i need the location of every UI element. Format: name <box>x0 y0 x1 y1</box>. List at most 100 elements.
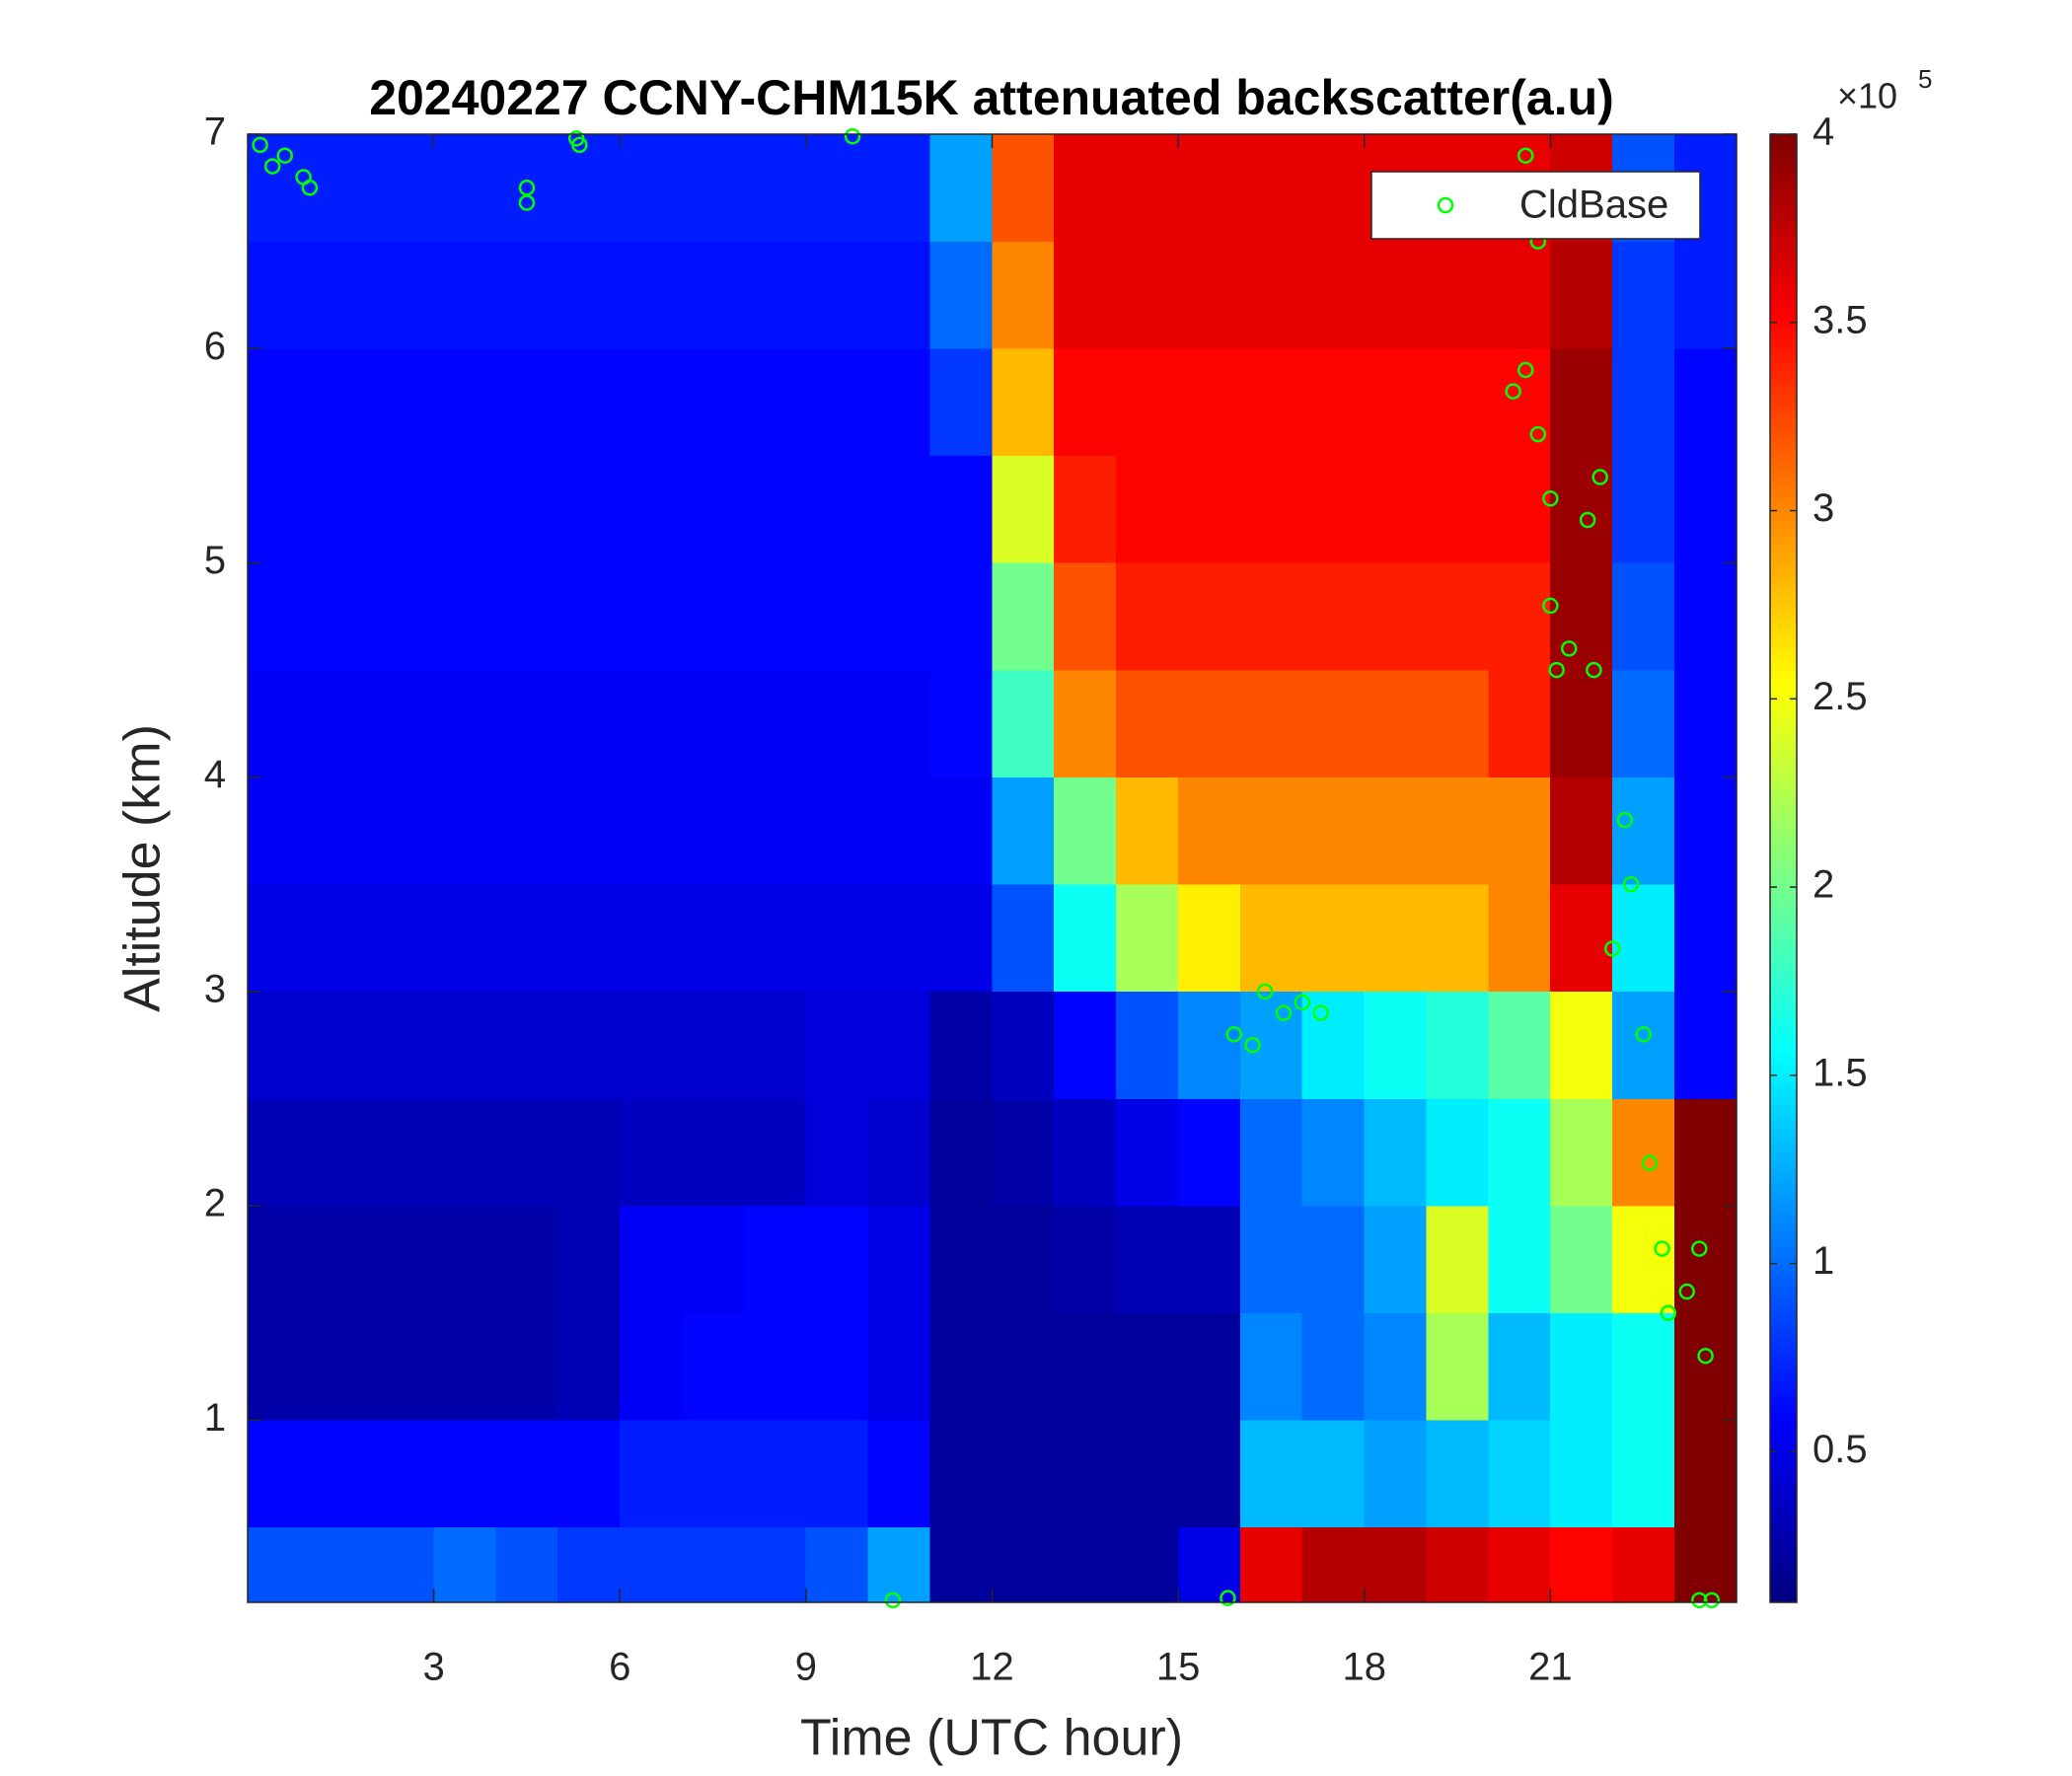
heatmap-cell <box>1054 455 1117 563</box>
x-tick-label: 6 <box>609 1646 630 1689</box>
heatmap-cell <box>620 347 683 457</box>
colorbar-tick-label: 3.5 <box>1813 298 1868 341</box>
heatmap-cell <box>557 1312 621 1421</box>
heatmap-cell <box>1550 1098 1613 1207</box>
heatmap-cell <box>433 133 496 242</box>
heatmap-cell <box>929 1526 993 1603</box>
heatmap-cell <box>992 991 1055 1099</box>
heatmap-cell <box>929 1312 993 1421</box>
heatmap-cell <box>929 669 993 777</box>
heatmap-cell <box>1612 241 1675 349</box>
heatmap-cell <box>1673 562 1738 671</box>
cloud-base-point <box>1660 1304 1677 1321</box>
heatmap-cell <box>1612 562 1675 671</box>
heatmap-cell <box>681 133 745 242</box>
heatmap-cell <box>309 347 372 457</box>
heatmap-cell <box>1488 777 1551 885</box>
heatmap-cell <box>1488 562 1551 671</box>
heatmap-cell <box>1612 884 1675 993</box>
heatmap-cell <box>247 1205 311 1313</box>
colorbar-tick-label: 1 <box>1813 1239 1834 1283</box>
cloud-base-point <box>1275 1004 1293 1021</box>
heatmap <box>247 133 1738 1603</box>
heatmap-cell <box>1116 1526 1179 1603</box>
heatmap-cell <box>620 241 683 349</box>
heatmap-cell <box>495 777 558 885</box>
heatmap-cell <box>867 884 930 993</box>
heatmap-cell <box>1116 1098 1179 1207</box>
heatmap-cell <box>1177 884 1241 993</box>
heatmap-cell <box>1054 1205 1117 1313</box>
x-tick-label: 15 <box>1156 1646 1201 1689</box>
cloud-base-point <box>1312 1004 1329 1021</box>
heatmap-cell <box>1301 1205 1365 1313</box>
heatmap-cell <box>992 1312 1055 1421</box>
heatmap-cell <box>1239 347 1303 457</box>
heatmap-cell <box>1239 991 1303 1099</box>
cloud-base-point <box>1560 640 1578 657</box>
heatmap-cell <box>371 1312 434 1421</box>
heatmap-cell <box>867 133 930 242</box>
colorbar-multiplier: ×10 <box>1837 76 1897 116</box>
cloud-base-point <box>844 127 861 145</box>
heatmap-cell <box>371 669 434 777</box>
heatmap-cell <box>1239 1205 1303 1313</box>
heatmap-cell <box>867 1205 930 1313</box>
cloud-base-point <box>1517 147 1534 164</box>
heatmap-cell <box>1488 1312 1551 1421</box>
x-tick-label: 21 <box>1528 1646 1573 1689</box>
heatmap-cell <box>371 1098 434 1207</box>
heatmap-cell <box>681 884 745 993</box>
heatmap-cell <box>805 1420 868 1528</box>
heatmap-cell <box>929 1205 993 1313</box>
heatmap-cell <box>620 1526 683 1603</box>
heatmap-cell <box>433 1098 496 1207</box>
heatmap-cell <box>371 884 434 993</box>
heatmap-cell <box>992 884 1055 993</box>
x-tick-label: 12 <box>970 1646 1014 1689</box>
heatmap-cell <box>1612 669 1675 777</box>
heatmap-cell <box>1054 241 1117 349</box>
colorbar-tick-label: 1.5 <box>1813 1051 1868 1094</box>
heatmap-cell <box>1364 347 1427 457</box>
heatmap-cell <box>1116 991 1179 1099</box>
heatmap-cell <box>433 562 496 671</box>
heatmap-cell <box>1054 669 1117 777</box>
heatmap-cell <box>1426 241 1489 349</box>
cloud-base-point <box>1654 1240 1670 1257</box>
heatmap-cell <box>495 133 558 242</box>
heatmap-cell <box>309 884 372 993</box>
heatmap-cell <box>247 1312 311 1421</box>
heatmap-cell <box>495 347 558 457</box>
heatmap-cell <box>371 1526 434 1603</box>
heatmap-cell <box>1301 884 1365 993</box>
heatmap-cell <box>681 777 745 885</box>
heatmap-cell <box>1239 884 1303 993</box>
cloud-base-point <box>1591 469 1608 485</box>
heatmap-cell <box>867 1312 930 1421</box>
heatmap-cell <box>1239 1526 1303 1603</box>
heatmap-cell <box>1054 133 1117 242</box>
x-tick-label: 18 <box>1343 1646 1387 1689</box>
heatmap-cell <box>867 241 930 349</box>
cloud-base-point <box>1678 1283 1695 1300</box>
colorbar-tick-label: 3 <box>1813 486 1834 530</box>
heatmap-cell <box>1177 1526 1241 1603</box>
cloud-base-point <box>1579 511 1596 529</box>
heatmap-cell <box>1054 1098 1117 1207</box>
heatmap-cell <box>495 991 558 1099</box>
heatmap-cell <box>247 455 311 563</box>
heatmap-cell <box>1673 669 1738 777</box>
colorbar-tick-label: 0.5 <box>1813 1428 1868 1471</box>
heatmap-cell <box>1177 1420 1241 1528</box>
y-tick-label: 6 <box>204 325 226 368</box>
heatmap-cell <box>1177 669 1241 777</box>
heatmap-cell <box>805 455 868 563</box>
cloud-base-point <box>1529 425 1547 443</box>
heatmap-cell <box>1426 669 1489 777</box>
heatmap-cell <box>1426 347 1489 457</box>
heatmap-cell <box>681 1312 745 1421</box>
heatmap-cell <box>371 991 434 1099</box>
